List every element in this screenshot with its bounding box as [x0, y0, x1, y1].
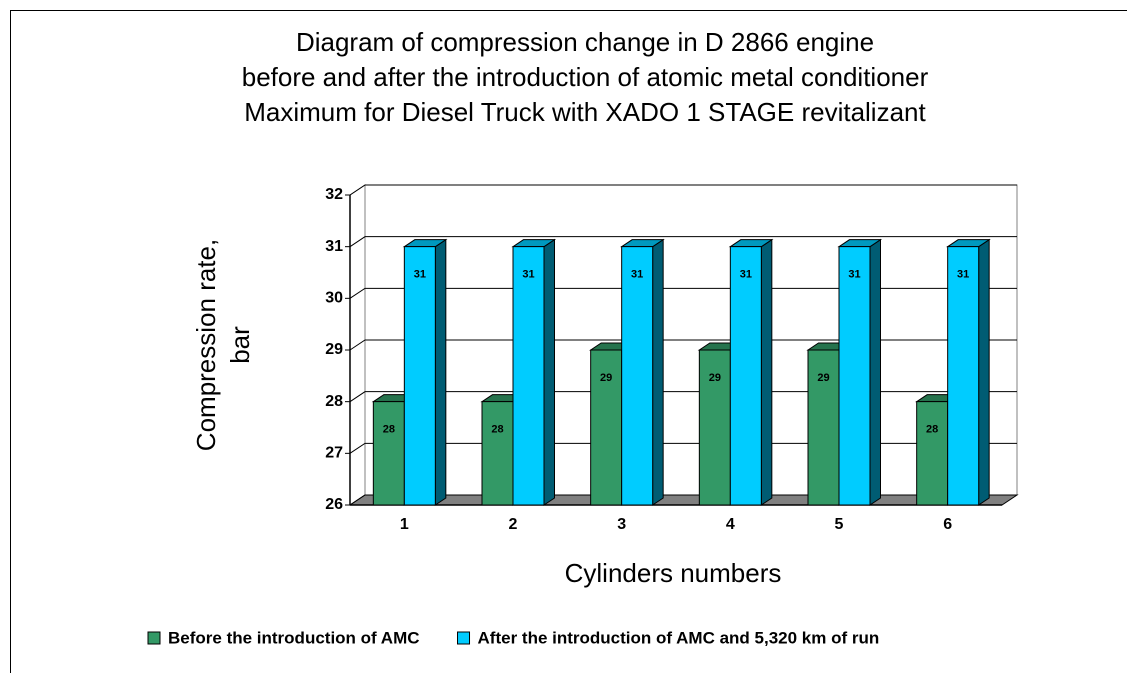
bar-face: [621, 246, 654, 506]
x-tick-label: 5: [835, 516, 844, 533]
bar-face: [481, 401, 514, 506]
bar: [511, 238, 557, 506]
x-tick-label: 2: [509, 516, 518, 533]
grid-line: [349, 236, 1017, 248]
legend-swatch: [457, 631, 471, 645]
bar-face: [916, 401, 949, 506]
bar: [837, 238, 883, 506]
y-tick-label: 31: [325, 238, 343, 255]
bar-face: [403, 246, 436, 506]
grid-line: [349, 287, 1017, 299]
data-label: 31: [957, 269, 969, 281]
bar-face: [372, 401, 405, 506]
chart-title: Diagram of compression change in D 2866 …: [296, 27, 874, 57]
grid-line: [349, 184, 1017, 196]
bar: [402, 238, 448, 506]
legend-swatch: [147, 631, 161, 645]
y-tick-label: 29: [325, 341, 343, 358]
bar-face: [838, 246, 871, 506]
y-tick-label: 28: [325, 393, 343, 410]
grid-line: [349, 339, 1017, 351]
x-tick-label: 4: [726, 516, 735, 533]
data-label: 28: [926, 424, 938, 436]
data-label: 29: [817, 372, 829, 384]
bar-face: [978, 238, 990, 506]
x-tick-label: 1: [400, 516, 409, 533]
y-axis-label: bar: [225, 326, 255, 364]
bar-face: [760, 238, 773, 506]
bar-face: [652, 238, 664, 506]
data-label: 31: [848, 269, 860, 281]
data-label: 31: [740, 269, 752, 281]
y-tick-label: 32: [325, 186, 343, 203]
bar-face: [543, 238, 555, 506]
x-axis-label: Cylinders numbers: [565, 558, 782, 588]
grid-line: [349, 442, 1017, 454]
data-label: 31: [631, 269, 643, 281]
bar: [728, 238, 774, 506]
y-tick-label: 27: [325, 445, 343, 462]
grid-line: [349, 391, 1017, 403]
legend-label: After the introduction of AMC and 5,320 …: [478, 628, 880, 647]
bar: [620, 238, 665, 506]
data-label: 29: [709, 372, 721, 384]
y-axis-label: Compression rate,: [191, 239, 221, 451]
data-label: 31: [414, 269, 426, 281]
x-tick-label: 3: [617, 516, 626, 533]
bar-face: [512, 246, 545, 506]
data-label: 28: [491, 424, 503, 436]
chart-title: Maximum for Diesel Truck with XADO 1 STA…: [244, 97, 926, 127]
y-tick-label: 26: [325, 496, 343, 513]
bar-face: [434, 238, 447, 506]
bar: [946, 238, 991, 506]
bar-face: [947, 246, 980, 506]
bar-face: [869, 238, 881, 506]
chart-title: before and after the introduction of ato…: [242, 62, 929, 92]
legend-label: Before the introduction of AMC: [168, 628, 420, 647]
y-tick-label: 30: [325, 290, 343, 307]
x-tick-label: 6: [943, 516, 952, 533]
data-label: 28: [383, 424, 395, 436]
bar-face: [729, 246, 762, 506]
grid-line: [349, 494, 1017, 506]
data-label: 29: [600, 372, 612, 384]
data-label: 31: [522, 269, 534, 281]
